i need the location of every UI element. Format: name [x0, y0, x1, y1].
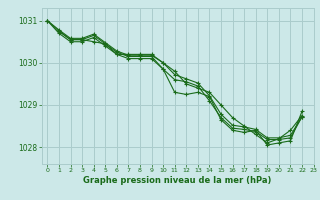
X-axis label: Graphe pression niveau de la mer (hPa): Graphe pression niveau de la mer (hPa) — [84, 176, 272, 185]
